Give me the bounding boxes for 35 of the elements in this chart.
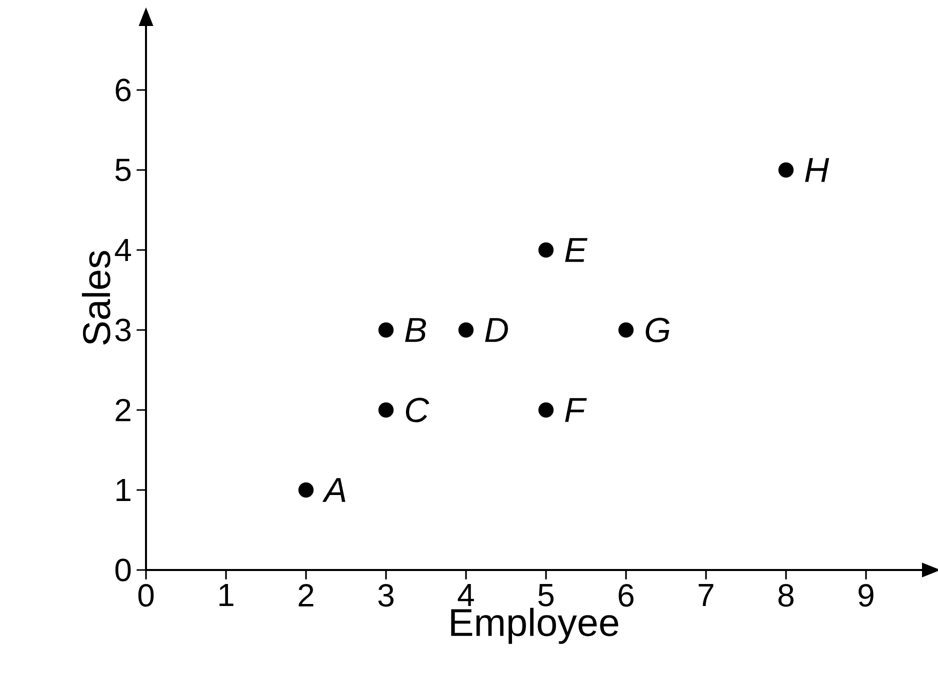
x-tick-label: 4 [458, 584, 474, 606]
x-tick-label: 5 [538, 584, 554, 606]
annotation: H [805, 158, 830, 182]
y-tick-label: 2 [116, 398, 130, 422]
y-tick-label: 1 [116, 478, 130, 502]
point [538, 242, 554, 258]
annotation: E [565, 238, 588, 262]
x-tick-label: 8 [778, 584, 794, 607]
y-tick-label: 3 [115, 318, 131, 342]
x-tick-label: 0 [138, 584, 154, 607]
y-tick-label: 4 [114, 238, 132, 262]
y-tick-label: 5 [115, 158, 131, 182]
point [618, 322, 634, 338]
x-tick-label: 6 [618, 584, 634, 607]
annotation: F [565, 398, 587, 422]
point [378, 402, 394, 418]
point [778, 162, 794, 178]
x-tick-label: 2 [298, 584, 314, 606]
x-tick-label: 7 [698, 584, 714, 606]
y-tick-label: 0 [115, 558, 131, 582]
point [378, 322, 394, 338]
point [458, 322, 474, 338]
annotation: C [406, 398, 430, 422]
x-axis-title: Employee [451, 608, 618, 644]
annotation: B [405, 318, 426, 342]
annotation: D [485, 318, 508, 342]
x-tick-label: 3 [378, 584, 394, 607]
y-tick-label: 6 [116, 78, 131, 102]
annotation: A [322, 478, 346, 502]
point [538, 402, 554, 418]
y-axis-title: Sales [82, 251, 110, 345]
x-tick-label: 9 [858, 584, 874, 607]
x-tick-label: 1 [220, 584, 234, 606]
point [298, 482, 314, 498]
annotation: G [646, 318, 670, 342]
